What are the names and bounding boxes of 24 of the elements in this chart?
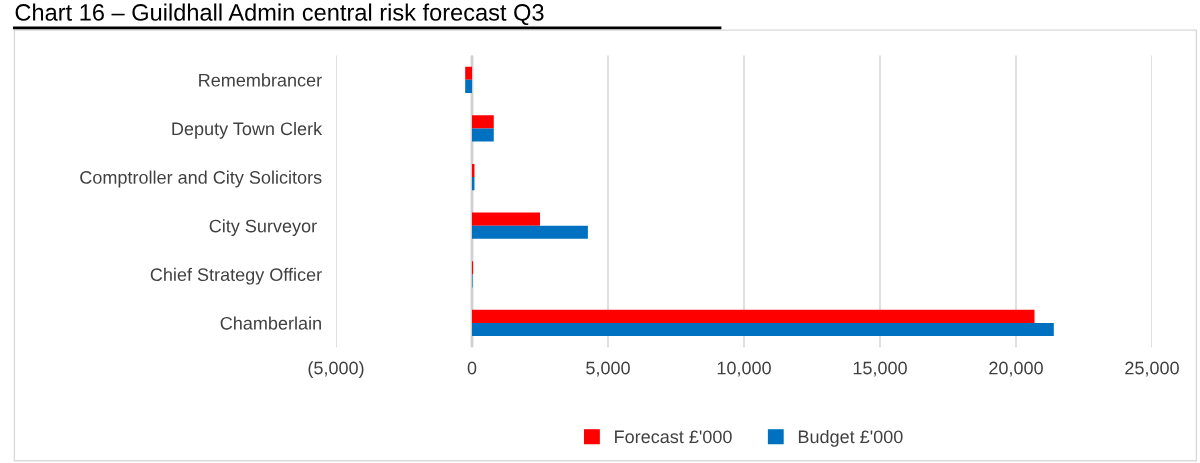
chart-title: Chart 16 – Guildhall Admin central risk forecast Q3 [15,3,544,26]
bar [472,309,1035,323]
bar [472,322,1054,337]
y-tick-label: Deputy Town Clerk [172,121,323,139]
y-tick-label: Comptroller and City Solicitors [80,170,322,188]
x-tick-label: 20,000 [989,361,1043,377]
bar [472,115,494,129]
y-tick-label: Remembrancer [199,73,322,87]
legend-label: Budget £'000 [798,429,903,447]
y-tick-label: City Surveyor [209,219,317,236]
bar [472,212,540,226]
y-tick-label: Chamberlain [220,316,321,330]
bar [472,225,588,239]
x-tick-label: 15,000 [853,361,907,377]
x-tick-label: (5,000) [308,361,364,378]
bar [465,66,472,80]
x-tick-label: 0 [467,361,477,375]
bar [472,128,494,142]
x-tick-label: 10,000 [717,361,771,377]
x-tick-label: 25,000 [1125,361,1179,377]
x-tick-label: 5,000 [586,361,630,377]
legend-label: Forecast £'000 [615,430,732,444]
y-tick-label: Chief Strategy Officer [150,267,322,285]
bar [465,79,472,93]
